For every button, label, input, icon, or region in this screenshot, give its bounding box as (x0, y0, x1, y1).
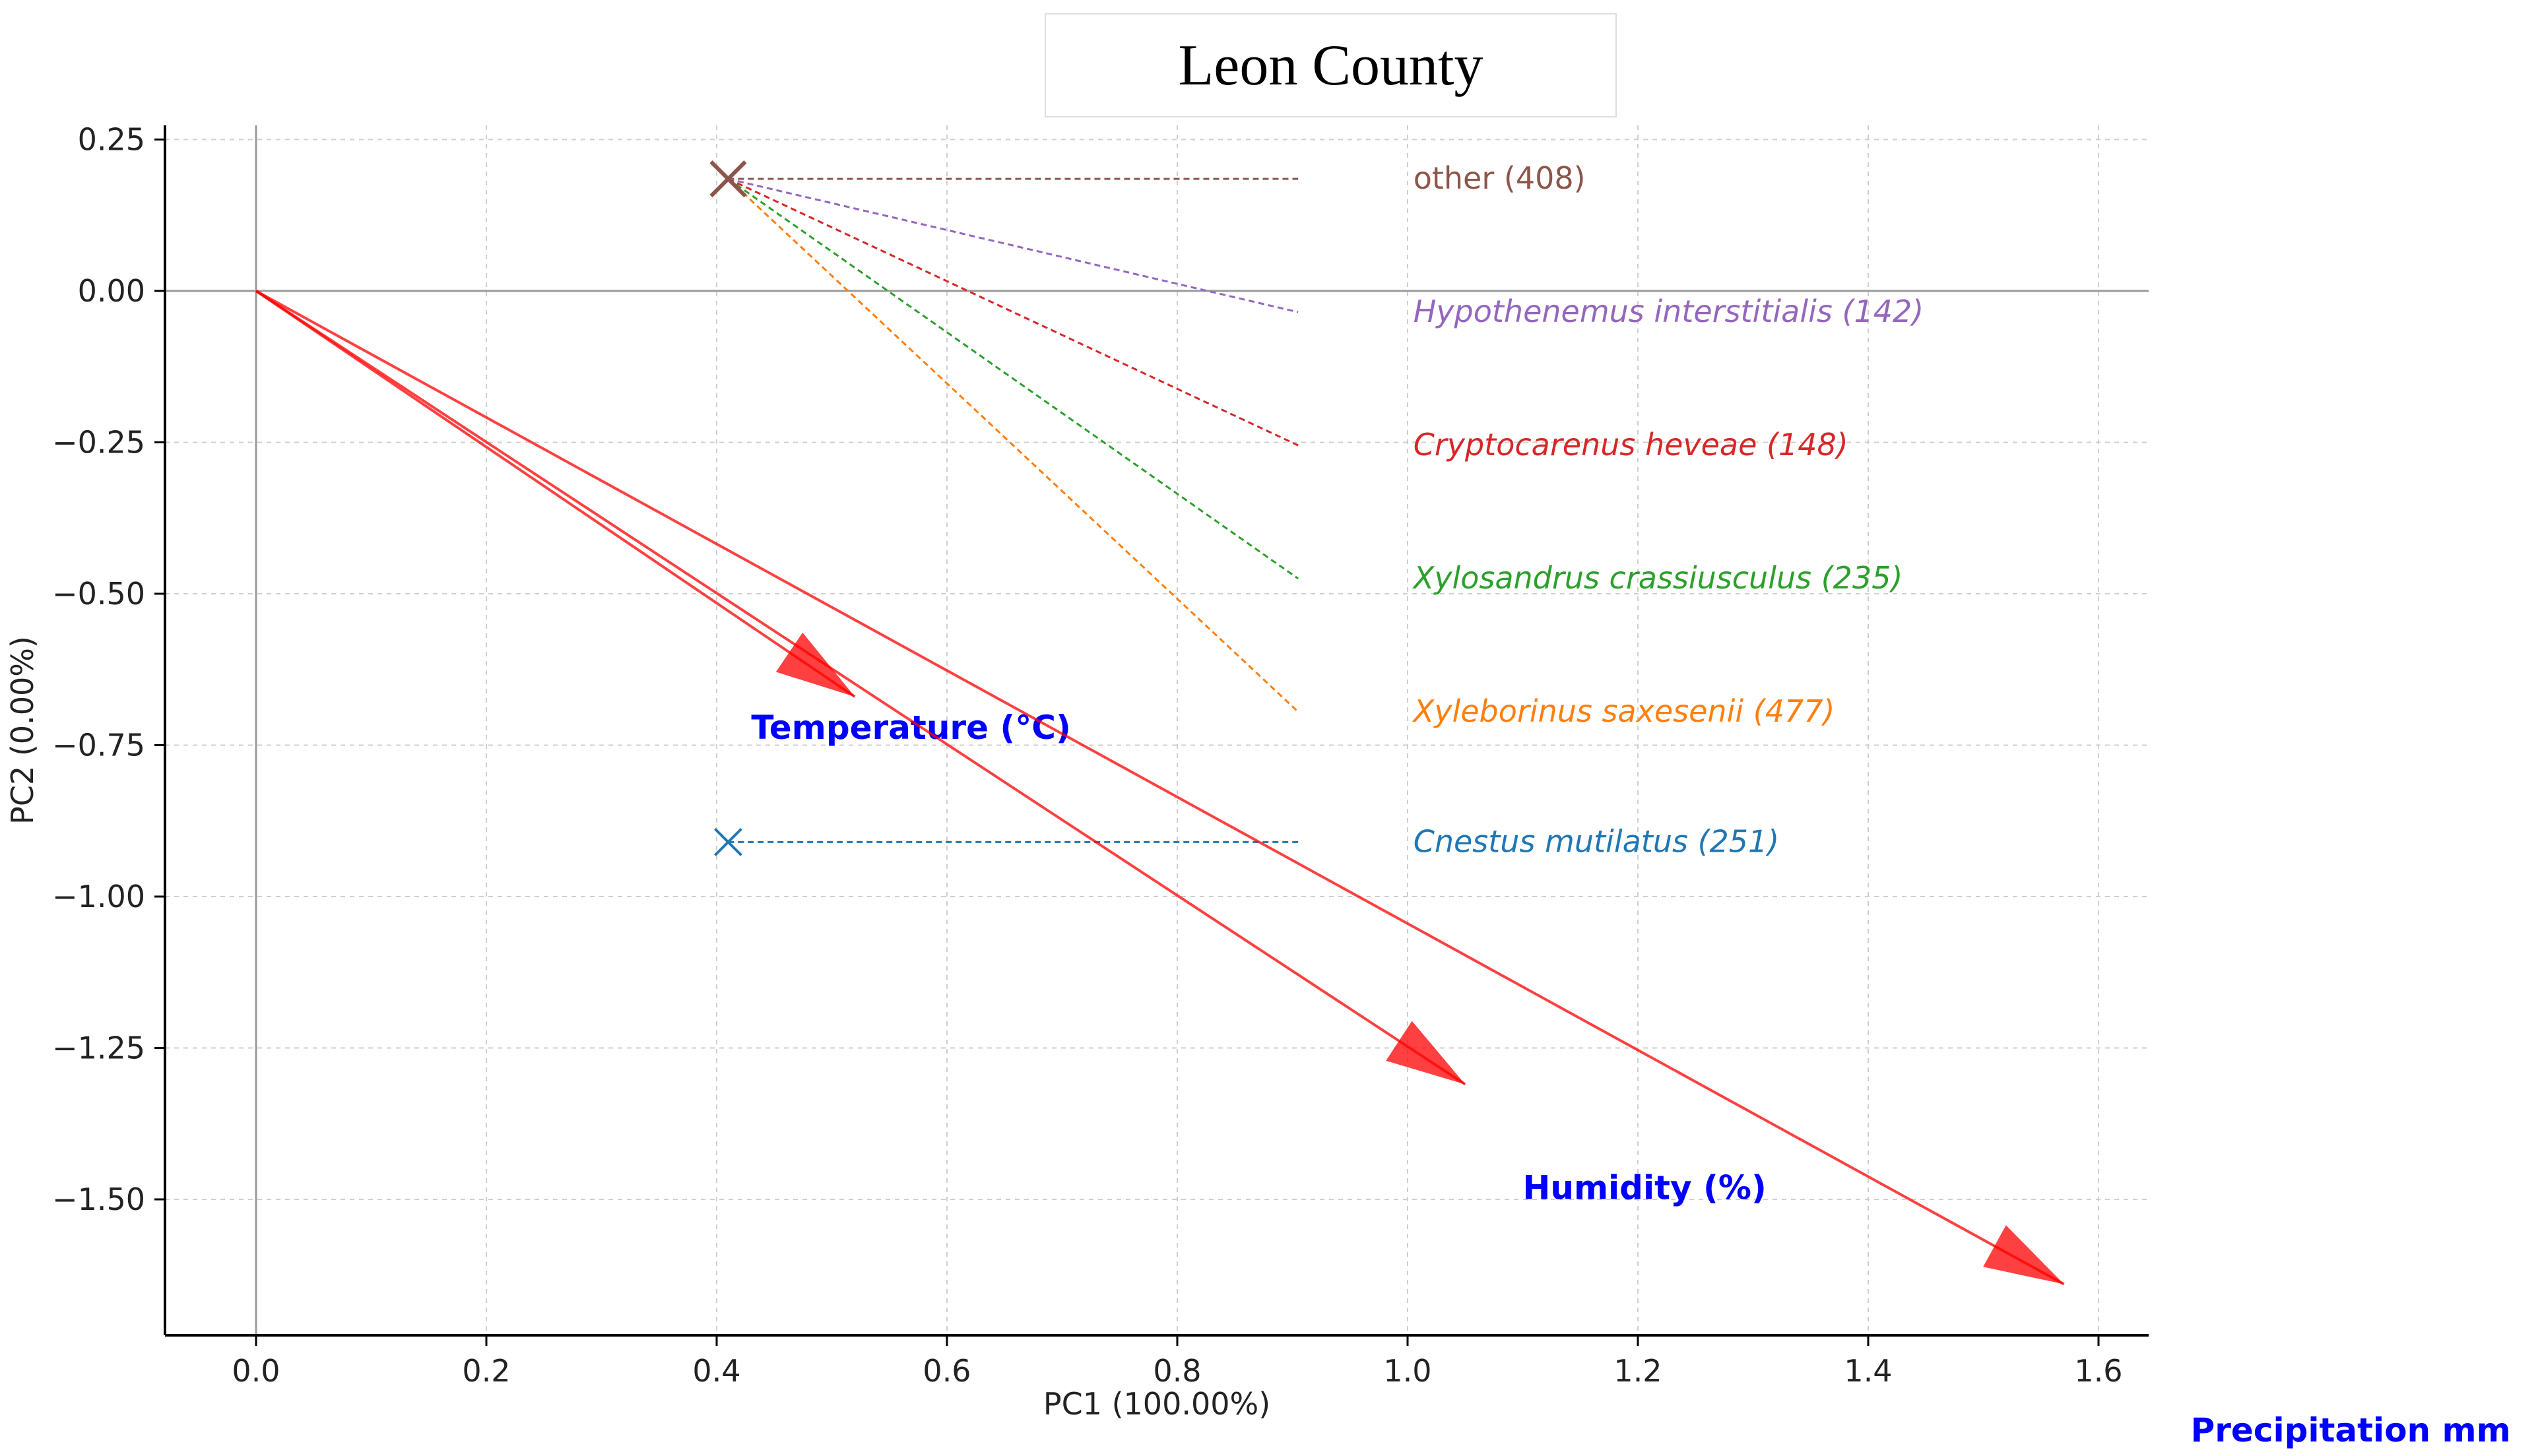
x-tick-label: 0.6 (923, 1353, 971, 1389)
loading-arrow-head (775, 632, 855, 697)
x-marker-stroke (709, 160, 747, 198)
loading-arrow-shaft (255, 290, 1466, 1086)
tick-layer: 0.0 0.2 0.4 0.6 0.8 1.0 1.2 1.4 1.6 0.25 0.00 −0.25… (52, 122, 2123, 1389)
species-layer: other (408) Hypothenemus interstitialis (… (727, 160, 1924, 859)
chart-title: Leon County (1178, 33, 1483, 98)
species-label: Hypothenemus interstitialis (142) (1414, 294, 1924, 329)
y-axis-label: PC2 (0.00%) (5, 636, 40, 825)
loading-label: Temperature (°C) (751, 709, 1070, 747)
loading-arrow-shaft (255, 290, 856, 698)
y-tick-label: −0.50 (52, 576, 145, 612)
loading-arrow-head (1386, 1021, 1466, 1085)
y-tick-label: −1.00 (52, 879, 145, 914)
y-tick-label: −0.25 (52, 425, 145, 460)
x-tick-label: 0.0 (232, 1353, 280, 1389)
loading-label: Precipitation mm (2191, 1411, 2511, 1449)
species-label: other (408) (1414, 160, 1586, 196)
loading-arrow-head (1983, 1225, 2064, 1284)
species-line (727, 177, 1299, 580)
x-tick-label: 0.8 (1153, 1353, 1201, 1389)
x-tick-label: 1.0 (1383, 1353, 1431, 1389)
y-tick-label: 0.25 (78, 122, 145, 158)
y-tick-label: 0.00 (78, 273, 145, 309)
y-tick-label: −1.25 (52, 1030, 145, 1066)
loading-label: Humidity (%) (1523, 1169, 1767, 1207)
x-axis-label: PC1 (100.00%) (1043, 1386, 1270, 1422)
x-tick-label: 0.2 (462, 1353, 510, 1389)
species-label: Xyleborinus saxesenii (477) (1412, 693, 1835, 729)
loading-arrow-shaft (255, 290, 2065, 1286)
species-label: Cryptocarenus heveae (148) (1414, 427, 1848, 462)
species-line (727, 178, 1299, 713)
y-tick-label: −1.50 (52, 1182, 145, 1217)
species-label: Xylosandrus crassiusculus (235) (1412, 560, 1903, 596)
species-line (728, 177, 1299, 313)
species-line (727, 177, 1299, 447)
x-marker-stroke (714, 827, 742, 856)
x-tick-label: 1.2 (1613, 1353, 1662, 1389)
x-marker (709, 160, 747, 198)
axes (164, 125, 2149, 1337)
loadings-layer: Temperature (°C) Humidity (%) Precipitatio… (255, 290, 2511, 1449)
points-layer (709, 160, 747, 856)
x-tick-label: 0.4 (692, 1353, 740, 1389)
x-tick-label: 1.6 (2074, 1353, 2122, 1389)
y-tick-label: −0.75 (52, 728, 145, 763)
chart-title-box: Leon County (1045, 13, 1617, 117)
x-marker (714, 827, 742, 856)
species-label: Cnestus mutilatus (251) (1414, 823, 1780, 859)
x-tick-label: 1.4 (1844, 1353, 1892, 1389)
zero-lines (165, 125, 2149, 1335)
